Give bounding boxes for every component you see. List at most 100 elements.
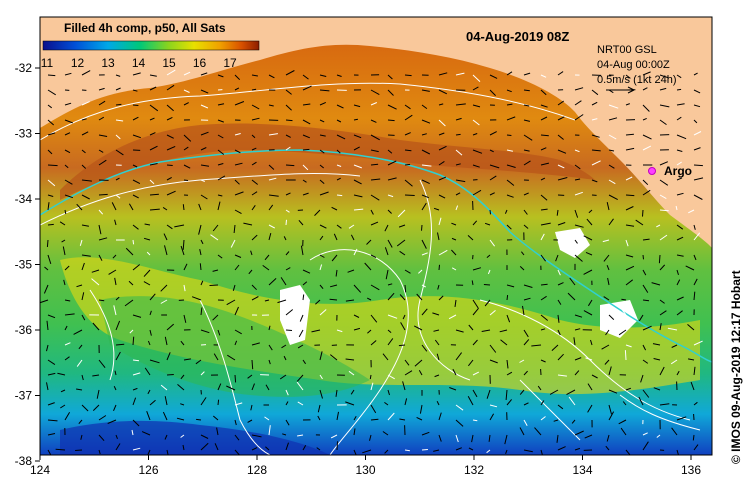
- current-arrow: [302, 134, 310, 139]
- current-arrow: [540, 74, 547, 78]
- current-arrow: [604, 359, 610, 365]
- current-arrow: [487, 269, 491, 275]
- current-arrow: [583, 235, 593, 241]
- current-arrow: [251, 296, 259, 301]
- current-arrow: [180, 403, 185, 406]
- current-arrow: [78, 419, 83, 425]
- current-arrow: [46, 382, 49, 391]
- current-arrow: [319, 284, 324, 290]
- current-arrow: [316, 447, 321, 451]
- current-arrow: [115, 351, 121, 361]
- current-arrow: [47, 119, 55, 126]
- current-arrow: [200, 147, 207, 151]
- current-arrow: [81, 224, 89, 227]
- current-arrow: [132, 164, 138, 168]
- current-arrow: [370, 340, 377, 346]
- current-arrow: [370, 194, 380, 201]
- current-arrow: [448, 314, 457, 320]
- current-arrow: [268, 164, 275, 170]
- current-arrow: [98, 134, 108, 137]
- current-arrow: [534, 427, 542, 436]
- current-arrow: [183, 358, 191, 361]
- current-arrow: [46, 344, 49, 352]
- current-arrow: [433, 207, 440, 211]
- current-arrow: [160, 284, 168, 292]
- current-arrow: [107, 419, 117, 424]
- current-arrow: [489, 131, 497, 136]
- current-arrow: [387, 104, 397, 110]
- current-arrow: [421, 224, 423, 231]
- current-arrow: [76, 388, 83, 391]
- colorbar: Filled 4h comp, p50, All Sats 11 12 13 14 15…: [41, 21, 260, 70]
- current-arrow: [265, 446, 270, 451]
- current-arrow: [113, 385, 117, 391]
- current-arrow: [608, 149, 615, 152]
- current-arrow: [329, 298, 338, 301]
- current-arrow: [345, 299, 355, 302]
- current-arrow: [113, 404, 117, 411]
- current-arrow: [625, 176, 633, 181]
- current-arrow: [690, 381, 695, 391]
- current-arrow: [574, 254, 583, 262]
- current-arrow: [449, 387, 457, 391]
- current-arrow: [601, 344, 610, 350]
- scale-arrow-head: [627, 86, 635, 94]
- current-arrow: [166, 134, 174, 139]
- argo-marker: Argo: [648, 164, 692, 178]
- current-arrow: [268, 204, 274, 211]
- current-arrow: [489, 74, 498, 79]
- current-arrow: [659, 366, 665, 376]
- current-arrow: [659, 299, 665, 304]
- current-arrow: [335, 269, 338, 277]
- current-arrow: [297, 434, 304, 437]
- current-arrow: [387, 209, 392, 214]
- current-arrow: [111, 202, 117, 211]
- current-arrow: [370, 89, 380, 96]
- y-tick-label: -33: [15, 127, 33, 141]
- current-arrow: [438, 160, 445, 166]
- current-arrow: [132, 224, 139, 230]
- current-arrow: [302, 192, 309, 196]
- current-arrow: [132, 264, 141, 271]
- current-arrow: [693, 194, 703, 200]
- current-arrow: [382, 353, 389, 361]
- current-arrow: [330, 434, 338, 439]
- current-arrow: [319, 149, 325, 154]
- current-arrow: [591, 179, 598, 183]
- current-arrow: [370, 254, 377, 259]
- current-arrow: [557, 329, 561, 336]
- current-arrow: [114, 370, 117, 376]
- current-arrow: [693, 278, 698, 286]
- current-arrow: [693, 131, 702, 136]
- current-arrow: [671, 427, 678, 436]
- sst-contours: [40, 82, 701, 455]
- current-arrow: [557, 404, 564, 410]
- current-arrow: [642, 209, 644, 217]
- current-arrow: [348, 370, 355, 376]
- current-arrow: [132, 104, 139, 106]
- current-arrow: [47, 74, 56, 77]
- current-arrow: [571, 419, 576, 424]
- current-arrow: [200, 164, 210, 167]
- current-arrow: [676, 88, 682, 91]
- x-tick-label: 126: [138, 463, 158, 477]
- current-arrow: [676, 416, 687, 421]
- x-tick-label: 124: [30, 463, 50, 477]
- current-arrow: [132, 387, 138, 391]
- current-arrow: [336, 119, 342, 123]
- current-arrow: [64, 265, 70, 271]
- current-arrow: [489, 192, 495, 196]
- current-arrow: [81, 254, 91, 257]
- current-arrow: [370, 284, 380, 291]
- current-arrow: [659, 264, 666, 271]
- current-arrow: [483, 284, 491, 286]
- current-arrow: [81, 118, 87, 121]
- current-arrow: [387, 292, 395, 301]
- current-arrow: [387, 89, 394, 96]
- current-arrow: [399, 250, 406, 256]
- current-arrow: [656, 434, 661, 438]
- current-arrow: [434, 339, 440, 346]
- current-arrow: [659, 403, 670, 406]
- current-arrow: [540, 104, 548, 108]
- current-arrow: [115, 194, 121, 199]
